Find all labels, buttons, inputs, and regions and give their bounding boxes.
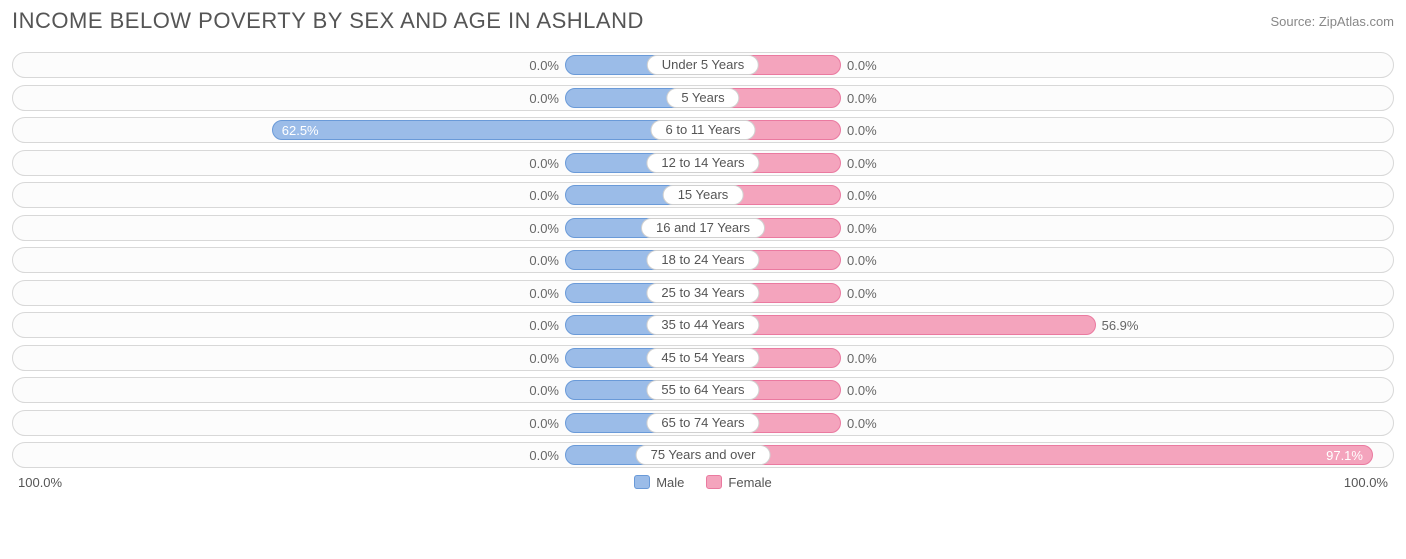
male-value-label: 0.0% xyxy=(529,183,559,209)
age-group-label: 25 to 34 Years xyxy=(646,283,759,303)
male-bar xyxy=(272,120,703,140)
chart-row: 0.0% 0.0% 18 to 24 Years xyxy=(12,247,1394,273)
legend-male-label: Male xyxy=(656,475,684,490)
female-value-label: 0.0% xyxy=(847,118,877,144)
age-group-label: 65 to 74 Years xyxy=(646,413,759,433)
male-value-label: 0.0% xyxy=(529,248,559,274)
age-group-label: Under 5 Years xyxy=(647,55,759,75)
female-value-label: 0.0% xyxy=(847,216,877,242)
header: INCOME BELOW POVERTY BY SEX AND AGE IN A… xyxy=(12,8,1394,34)
age-group-label: 16 and 17 Years xyxy=(641,218,765,238)
male-value-label: 0.0% xyxy=(529,346,559,372)
male-swatch xyxy=(634,475,650,489)
chart-row: 0.0% 97.1% 75 Years and over xyxy=(12,442,1394,468)
female-value-label: 0.0% xyxy=(847,86,877,112)
female-value-label: 0.0% xyxy=(847,281,877,307)
legend-female-label: Female xyxy=(728,475,771,490)
age-group-label: 15 Years xyxy=(663,185,744,205)
chart-row: 0.0% 0.0% 15 Years xyxy=(12,182,1394,208)
chart-row: 0.0% 0.0% 5 Years xyxy=(12,85,1394,111)
female-value-label: 0.0% xyxy=(847,378,877,404)
male-value-label: 0.0% xyxy=(529,378,559,404)
male-value-label: 0.0% xyxy=(529,443,559,469)
chart-row: 0.0% 0.0% Under 5 Years xyxy=(12,52,1394,78)
age-group-label: 6 to 11 Years xyxy=(651,120,756,140)
chart-row: 0.0% 0.0% 65 to 74 Years xyxy=(12,410,1394,436)
chart-container: INCOME BELOW POVERTY BY SEX AND AGE IN A… xyxy=(0,0,1406,559)
male-value-label: 0.0% xyxy=(529,281,559,307)
male-value-label: 0.0% xyxy=(529,86,559,112)
chart-title: INCOME BELOW POVERTY BY SEX AND AGE IN A… xyxy=(12,8,644,34)
chart-row: 62.5% 0.0% 6 to 11 Years xyxy=(12,117,1394,143)
female-bar xyxy=(703,445,1373,465)
chart-row: 0.0% 0.0% 12 to 14 Years xyxy=(12,150,1394,176)
legend-female: Female xyxy=(706,475,771,490)
male-value-label: 62.5% xyxy=(272,118,319,144)
axis-left-label: 100.0% xyxy=(18,475,62,490)
age-group-label: 75 Years and over xyxy=(636,445,771,465)
male-value-label: 0.0% xyxy=(529,216,559,242)
female-bar xyxy=(703,315,1096,335)
age-group-label: 18 to 24 Years xyxy=(646,250,759,270)
chart-row: 0.0% 56.9% 35 to 44 Years xyxy=(12,312,1394,338)
legend-male: Male xyxy=(634,475,684,490)
male-value-label: 0.0% xyxy=(529,313,559,339)
female-value-label: 0.0% xyxy=(847,53,877,79)
axis-right-label: 100.0% xyxy=(1344,475,1388,490)
chart-body: 0.0% 0.0% Under 5 Years 0.0% 0.0% 5 Years 62.5… xyxy=(12,52,1394,468)
age-group-label: 35 to 44 Years xyxy=(646,315,759,335)
source-label: Source: ZipAtlas.com xyxy=(1270,14,1394,29)
age-group-label: 12 to 14 Years xyxy=(646,153,759,173)
chart-footer: 100.0% Male Female 100.0% xyxy=(12,475,1394,490)
female-value-label: 56.9% xyxy=(1102,313,1139,339)
male-value-label: 0.0% xyxy=(529,53,559,79)
chart-row: 0.0% 0.0% 25 to 34 Years xyxy=(12,280,1394,306)
female-value-label: 0.0% xyxy=(847,151,877,177)
male-value-label: 0.0% xyxy=(529,151,559,177)
chart-row: 0.0% 0.0% 45 to 54 Years xyxy=(12,345,1394,371)
female-value-label: 0.0% xyxy=(847,248,877,274)
female-swatch xyxy=(706,475,722,489)
female-value-label: 0.0% xyxy=(847,411,877,437)
age-group-label: 45 to 54 Years xyxy=(646,348,759,368)
female-value-label: 0.0% xyxy=(847,183,877,209)
male-value-label: 0.0% xyxy=(529,411,559,437)
female-value-label: 0.0% xyxy=(847,346,877,372)
age-group-label: 55 to 64 Years xyxy=(646,380,759,400)
legend: Male Female xyxy=(634,475,772,490)
female-value-label: 97.1% xyxy=(1326,443,1373,469)
chart-row: 0.0% 0.0% 55 to 64 Years xyxy=(12,377,1394,403)
chart-row: 0.0% 0.0% 16 and 17 Years xyxy=(12,215,1394,241)
age-group-label: 5 Years xyxy=(666,88,739,108)
